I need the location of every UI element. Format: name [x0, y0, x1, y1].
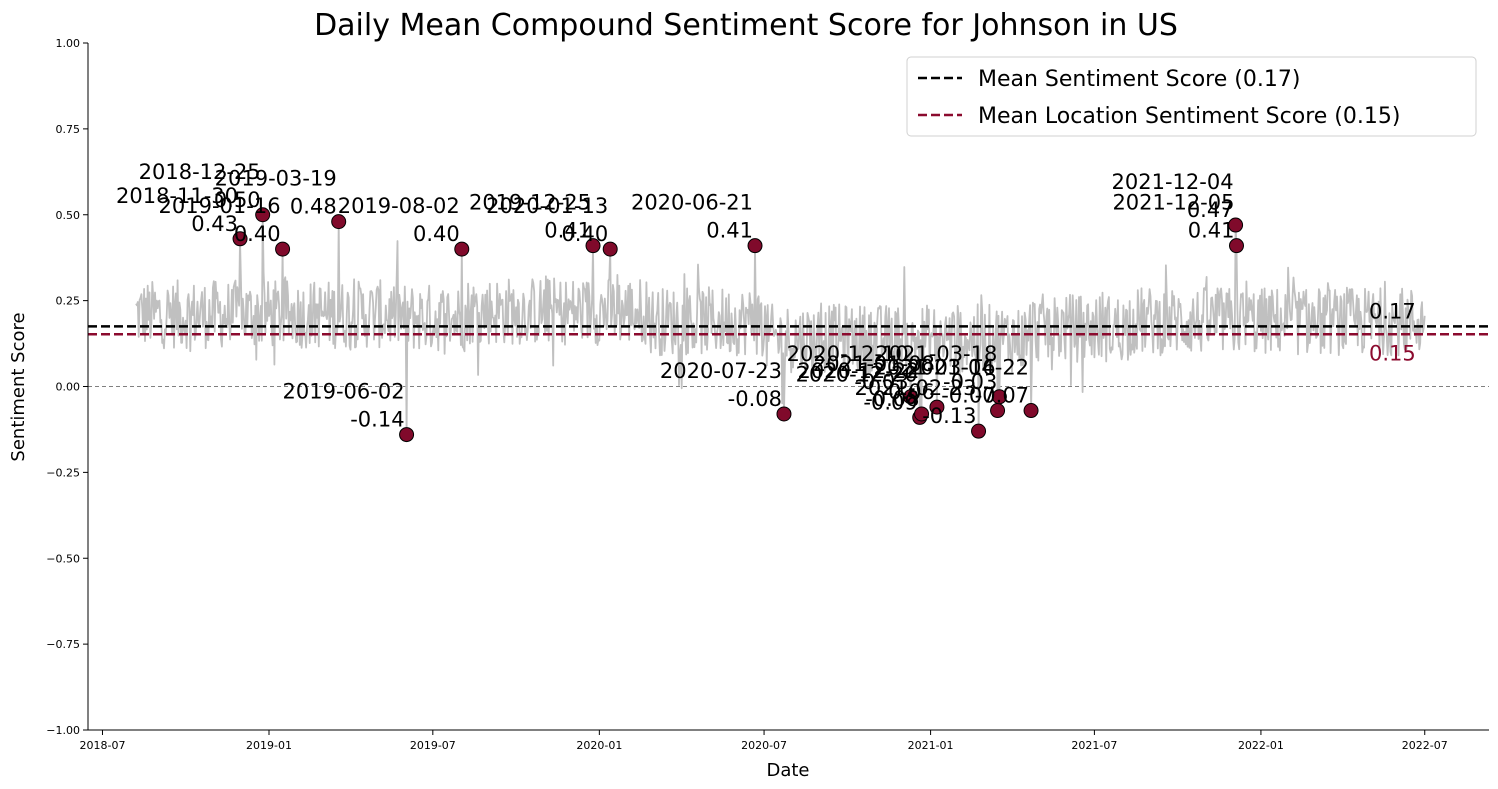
point-date-label: 2018-11-30 — [116, 184, 238, 208]
legend-label: Mean Location Sentiment Score (0.15) — [978, 104, 1400, 129]
x-axis-ticks: 2018-07 2019-01 2019-07 2020-01 2020-07 2021-… — [79, 730, 1448, 752]
highlighted-point — [914, 406, 930, 422]
mean-line-value-label: 0.15 — [1369, 341, 1416, 365]
y-tick-label: −0.25 — [46, 466, 80, 479]
point-value-label: 0.40 — [413, 222, 460, 246]
point-date-label: 2020-01-13 — [486, 194, 608, 218]
legend: Mean Sentiment Score (0.17) Mean Location… — [906, 56, 1477, 137]
highlighted-point — [255, 207, 271, 223]
point-value-label: -0.07 — [941, 384, 995, 408]
point-date-label: 2019-08-02 — [338, 194, 460, 218]
point-value-label: -0.03 — [943, 370, 997, 394]
x-tick-label: 2021-01 — [908, 739, 954, 752]
point-date-label: 2019-12-25 — [469, 191, 591, 215]
point-value-label: 0.41 — [544, 219, 591, 243]
y-tick-label: 0.00 — [56, 381, 81, 394]
point-date-label: 2020-06-21 — [631, 191, 753, 215]
point-date-label: 2020-12-22 — [797, 359, 919, 383]
highlighted-point — [747, 238, 763, 254]
x-tick-label: 2019-01 — [246, 739, 292, 752]
highlighted-point — [331, 214, 347, 230]
highlighted-point — [275, 241, 291, 257]
point-date-label: 2020-12-10 — [787, 342, 909, 366]
highlighted-point — [232, 231, 248, 247]
point-date-label: 2021-04-22 — [907, 356, 1029, 380]
y-tick-label: 1.00 — [56, 37, 81, 50]
x-tick-label: 2021-07 — [1071, 739, 1117, 752]
point-date-label: 2018-12-25 — [139, 160, 261, 184]
point-date-label: 2019-06-02 — [283, 380, 405, 404]
point-value-label: 0.43 — [191, 212, 238, 236]
mean-lines: 0.17 0.15 — [88, 299, 1489, 365]
y-tick-label: 0.25 — [56, 295, 81, 308]
point-value-label: -0.13 — [922, 404, 976, 428]
point-date-label: 2020-12-20 — [796, 362, 918, 386]
point-value-label: 0.40 — [234, 222, 281, 246]
highlighted-point — [454, 241, 470, 257]
y-tick-label: 0.50 — [56, 209, 81, 222]
point-date-label: 2021-02-23 — [855, 376, 977, 400]
point-date-label: 2020-07-23 — [660, 359, 782, 383]
x-tick-label: 2020-07 — [741, 739, 787, 752]
highlighted-point — [1228, 238, 1244, 254]
point-date-label: 2021-03-18 — [875, 342, 997, 366]
y-tick-label: −1.00 — [46, 724, 80, 737]
point-value-label: -0.03 — [854, 370, 908, 394]
mean-line-value-label: 0.17 — [1369, 299, 1416, 323]
highlighted-point — [1023, 403, 1039, 419]
point-date-label: 2019-01-16 — [159, 194, 281, 218]
highlighted-point — [776, 406, 792, 422]
highlighted-point — [991, 389, 1007, 405]
highlighted-point — [602, 241, 618, 257]
y-tick-label: −0.75 — [46, 638, 80, 651]
x-tick-label: 2018-07 — [79, 739, 125, 752]
point-date-label: 2021-01-08 — [813, 352, 935, 376]
highlighted-points — [232, 207, 1244, 443]
point-value-label: 0.40 — [561, 222, 608, 246]
y-tick-label: 0.75 — [56, 123, 81, 136]
point-value-label: -0.07 — [975, 384, 1029, 408]
x-tick-label: 2022-07 — [1402, 739, 1448, 752]
x-axis-label: Date — [766, 760, 809, 781]
y-axis-ticks: −1.00 −0.75 −0.50 −0.25 0.00 0.25 0.50 0.75 1.00 — [46, 37, 88, 737]
point-value-label: -0.08 — [865, 387, 919, 411]
highlighted-point — [929, 399, 945, 415]
point-value-label: 0.48 — [290, 195, 337, 219]
point-value-label: 0.50 — [214, 188, 261, 212]
point-value-label: -0.06 — [881, 380, 935, 404]
highlighted-point — [971, 423, 987, 439]
point-value-label: -0.08 — [728, 387, 782, 411]
chart-title: Daily Mean Compound Sentiment Score for … — [314, 8, 1178, 43]
point-value-label: -0.14 — [350, 408, 404, 432]
legend-label: Mean Sentiment Score (0.17) — [978, 67, 1300, 92]
y-tick-label: −0.50 — [46, 552, 80, 565]
legend-box — [906, 56, 1477, 137]
daily-sentiment-line — [135, 213, 1426, 436]
highlighted-point — [585, 238, 601, 254]
highlighted-point — [399, 427, 415, 443]
point-value-label: 0.41 — [706, 219, 753, 243]
y-axis-label: Sentiment Score — [8, 312, 29, 461]
point-value-label: 0.41 — [1188, 219, 1235, 243]
highlighted-point — [1228, 217, 1244, 233]
point-value-label: -0.09 — [863, 390, 917, 414]
point-value-label: 0.47 — [1187, 198, 1234, 222]
point-date-label: 2021-12-05 — [1112, 191, 1234, 215]
x-tick-label: 2019-07 — [410, 739, 456, 752]
x-tick-label: 2022-01 — [1238, 739, 1284, 752]
x-tick-label: 2020-01 — [576, 739, 622, 752]
highlighted-point — [903, 389, 919, 405]
point-date-label: 2021-03-16 — [874, 356, 996, 380]
point-date-label: 2019-03-19 — [215, 167, 337, 191]
point-date-label: 2021-12-04 — [1112, 170, 1234, 194]
